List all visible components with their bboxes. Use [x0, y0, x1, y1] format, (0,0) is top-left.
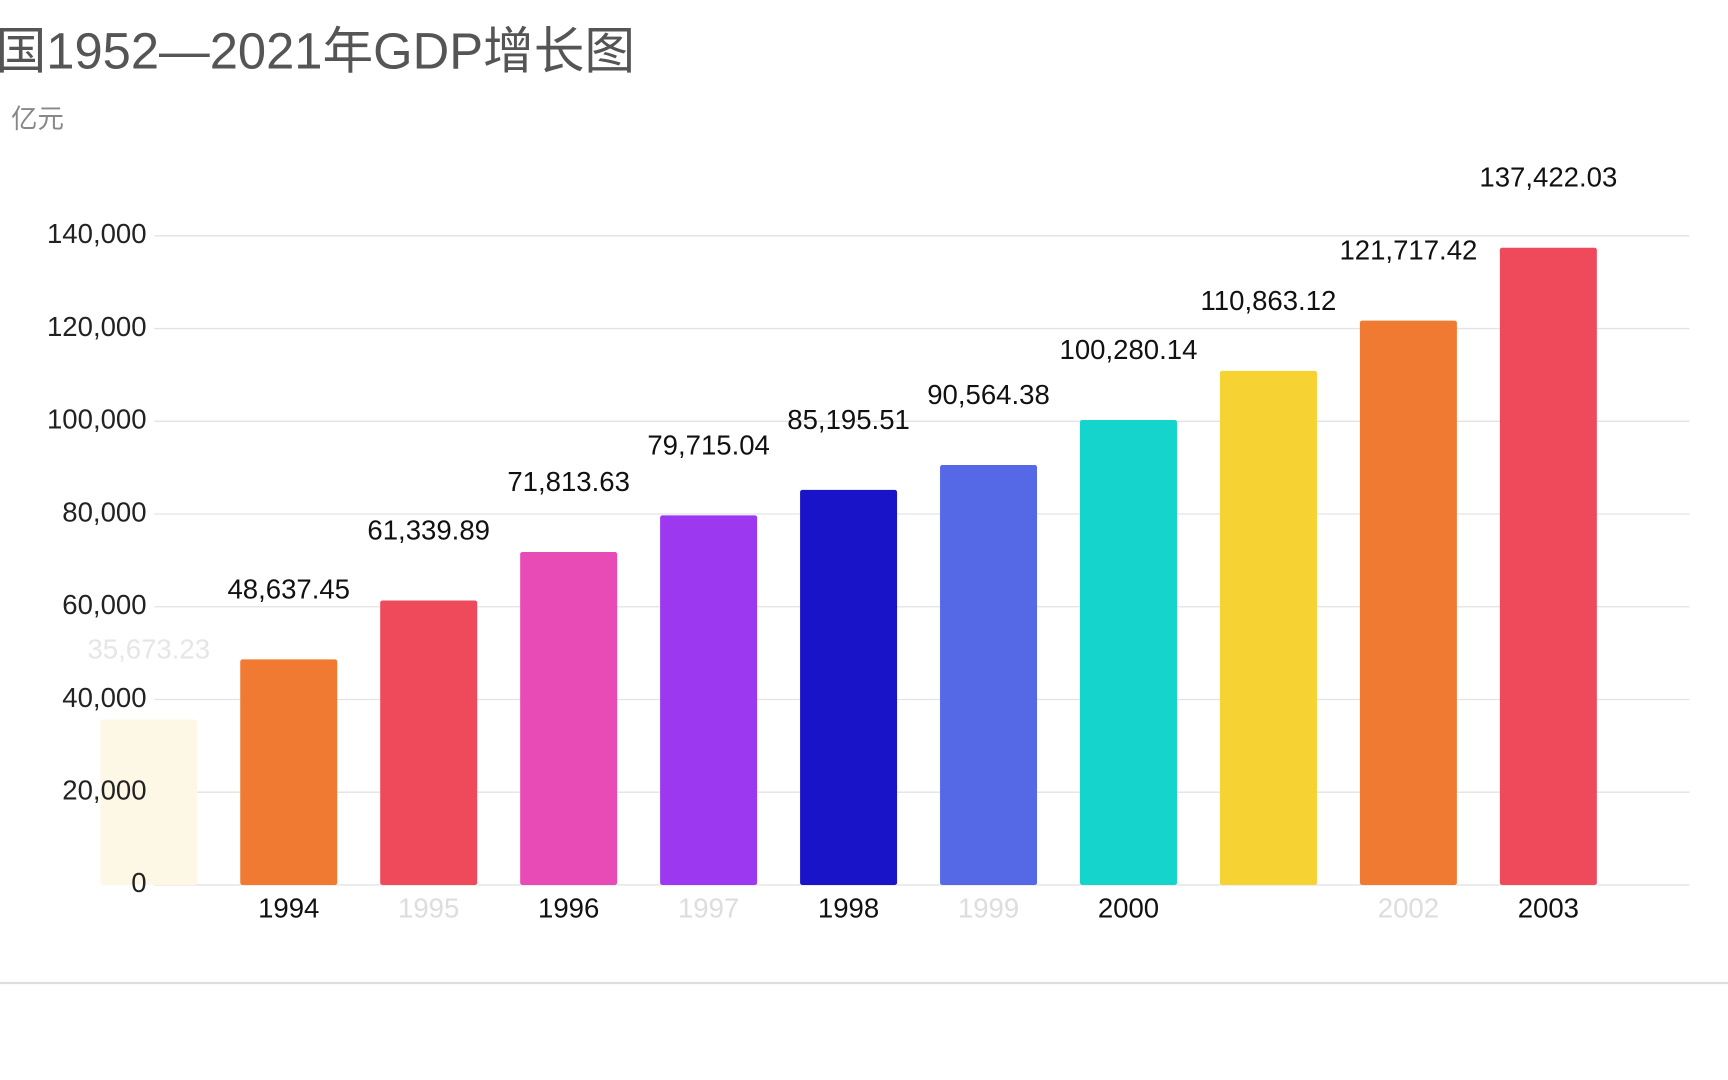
value-label: 71,813.63 — [507, 466, 630, 497]
x-tick-label: 1999 — [958, 893, 1019, 924]
bar — [100, 719, 198, 885]
bar — [380, 600, 478, 885]
chart-subtitle: 亿元 — [11, 104, 64, 134]
x-tick-label: 1998 — [818, 893, 879, 924]
bar — [800, 489, 898, 885]
bar — [520, 551, 618, 885]
bar — [1359, 320, 1457, 885]
bar — [660, 515, 758, 885]
x-tick-label: 1997 — [678, 893, 739, 924]
y-tick-label: 0 — [131, 867, 146, 898]
bar — [1219, 370, 1317, 885]
x-tick-label: 2000 — [1098, 893, 1159, 924]
y-tick-label: 100,000 — [47, 404, 147, 435]
value-label: 79,715.04 — [647, 429, 770, 460]
y-tick-label: 40,000 — [62, 682, 146, 713]
bar — [1499, 247, 1597, 885]
y-tick-label: 120,000 — [47, 311, 147, 342]
value-label: 110,863.12 — [1201, 285, 1337, 316]
x-tick-label: 2003 — [1518, 893, 1579, 924]
y-tick-label: 80,000 — [62, 496, 146, 527]
x-tick-label: 1996 — [538, 893, 599, 924]
value-label: 85,195.51 — [787, 404, 910, 435]
bar — [940, 465, 1038, 885]
value-label: 121,717.42 — [1339, 235, 1477, 266]
y-tick-label: 140,000 — [47, 218, 147, 249]
value-label: 35,673.23 — [87, 633, 210, 664]
chart-title: 国1952—2021年GDP增长图 — [0, 22, 635, 79]
value-label: 90,564.38 — [927, 379, 1050, 410]
value-label: 61,339.89 — [367, 514, 490, 545]
value-label: 137,422.03 — [1479, 162, 1617, 193]
bar — [240, 659, 338, 885]
value-label: 100,280.14 — [1060, 334, 1198, 365]
y-tick-label: 20,000 — [62, 774, 146, 805]
value-label: 48,637.45 — [227, 573, 350, 604]
x-tick-label: 2002 — [1378, 893, 1439, 924]
bar — [1080, 419, 1177, 885]
y-tick-label: 60,000 — [62, 589, 146, 620]
x-tick-label: 1995 — [398, 893, 459, 924]
x-tick-label: 1994 — [258, 893, 319, 924]
